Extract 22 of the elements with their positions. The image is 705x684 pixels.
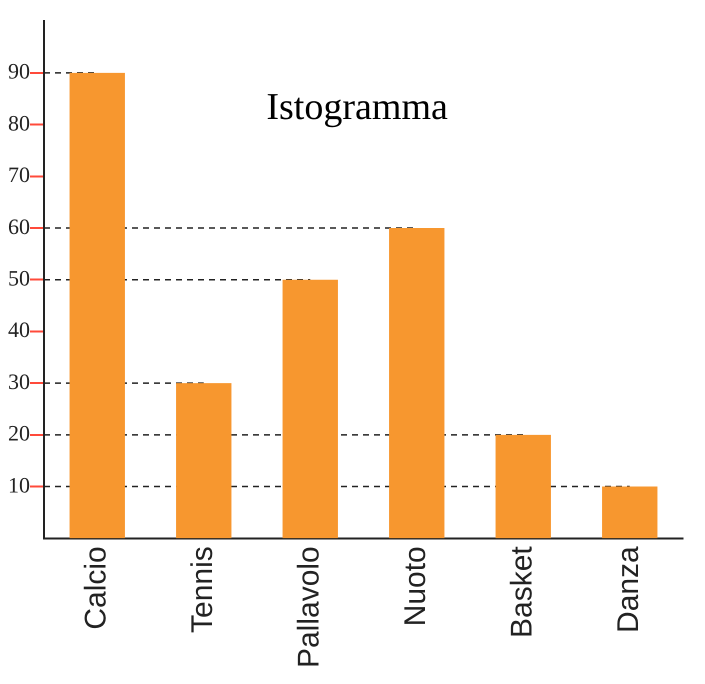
y-tick-label: 80 <box>8 110 30 136</box>
x-tick-label: Nuoto <box>399 546 432 626</box>
x-tick-label: Tennis <box>186 546 220 633</box>
y-tick-label: 90 <box>8 58 30 84</box>
y-tick-label: 40 <box>8 317 30 342</box>
bar <box>176 383 232 538</box>
y-tick-label: 30 <box>8 368 30 394</box>
bar <box>70 72 125 538</box>
bar <box>389 228 444 538</box>
y-tick-label: 10 <box>8 472 30 498</box>
y-tick-label: 20 <box>8 420 30 446</box>
bar <box>602 486 658 538</box>
text: Istogramma <box>266 86 448 128</box>
y-tick-label: 50 <box>8 266 30 291</box>
x-tick-label: Basket <box>506 546 539 638</box>
y-tick-label: 70 <box>8 162 30 188</box>
bar <box>282 280 338 538</box>
x-tick-label: Pallavolo <box>292 546 326 668</box>
y-tick-label: 60 <box>8 214 30 239</box>
x-tick-label: Danza <box>612 546 646 633</box>
x-tick-label: Calcio <box>80 546 113 630</box>
bar <box>496 434 551 538</box>
